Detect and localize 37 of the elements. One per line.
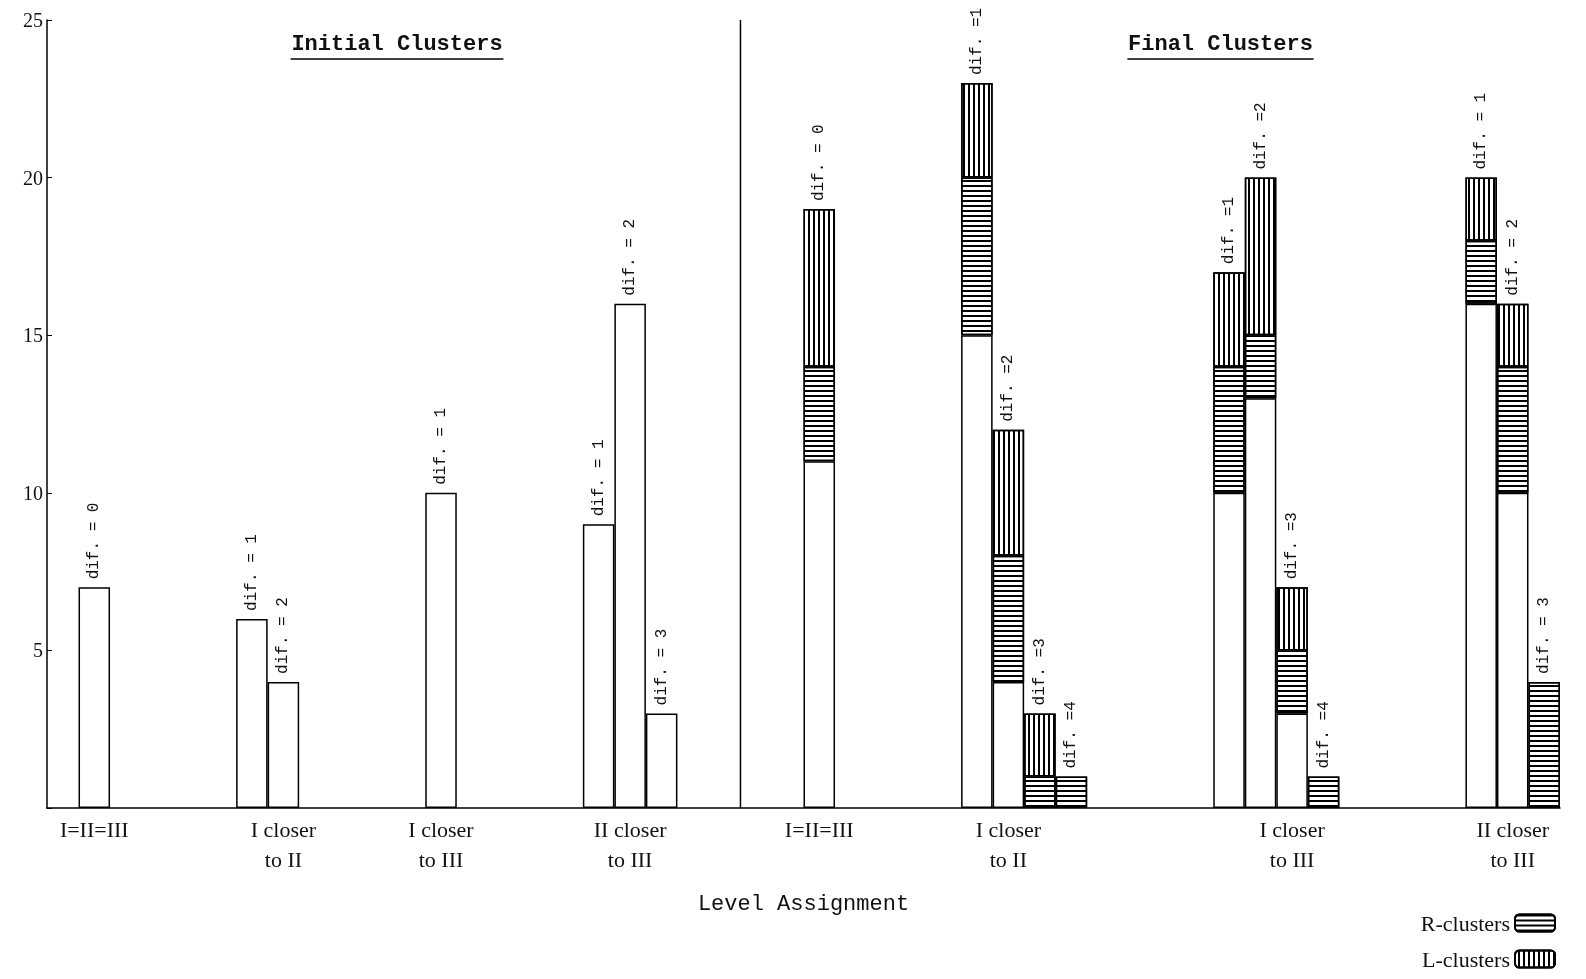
annotation: dif. =3 bbox=[1030, 638, 1049, 706]
x-tick-label: I=II=III bbox=[59, 816, 129, 842]
x-tick-label: II closer to III bbox=[593, 816, 668, 872]
annotation: dif. = 1 bbox=[432, 407, 451, 485]
legend-label: L-clusters bbox=[1422, 946, 1510, 972]
annotation: dif. =2 bbox=[999, 354, 1018, 422]
y-tick-label: 15 bbox=[23, 324, 43, 347]
annotation: dif. = 0 bbox=[810, 124, 829, 202]
y-tick-label: 20 bbox=[23, 166, 43, 189]
annotation: dif. = 0 bbox=[85, 502, 104, 580]
annotation: dif. =4 bbox=[1314, 701, 1333, 769]
annotation: dif. = 1 bbox=[1472, 92, 1491, 170]
annotation: dif. = 1 bbox=[589, 439, 608, 517]
x-tick-label: I closer to II bbox=[975, 816, 1042, 872]
annotation: dif. = 1 bbox=[242, 534, 261, 611]
annotation: dif. =2 bbox=[1251, 102, 1270, 170]
y-tick-label: 10 bbox=[23, 481, 43, 504]
y-tick-label: 25 bbox=[23, 9, 43, 31]
annotation: dif. =3 bbox=[1283, 512, 1302, 580]
legend-label: R-clusters bbox=[1420, 910, 1510, 936]
annotation: dif. = 3 bbox=[652, 628, 671, 706]
annotation: dif. = 2 bbox=[621, 218, 640, 296]
y-tick-label: 5 bbox=[33, 639, 43, 662]
annotation: dif. =1 bbox=[967, 7, 986, 76]
x-axis-title: Level Assignment bbox=[697, 891, 910, 917]
annotation: Final Clusters bbox=[1128, 31, 1313, 57]
annotation: dif. = 3 bbox=[1535, 597, 1554, 674]
x-tick-label: I closer to III bbox=[1259, 816, 1326, 872]
annotation: dif. =1 bbox=[1220, 196, 1239, 265]
annotation: dif. =4 bbox=[1062, 701, 1081, 769]
x-tick-label: I closer to II bbox=[250, 816, 317, 872]
annotation: Initial Clusters bbox=[291, 31, 503, 57]
x-tick-label: II closer to III bbox=[1476, 816, 1550, 872]
annotation: dif. = 2 bbox=[274, 597, 293, 674]
annotation: dif. = 2 bbox=[1503, 218, 1522, 296]
x-tick-label: I closer to III bbox=[408, 816, 475, 872]
x-tick-label: I=II=III bbox=[784, 816, 854, 842]
